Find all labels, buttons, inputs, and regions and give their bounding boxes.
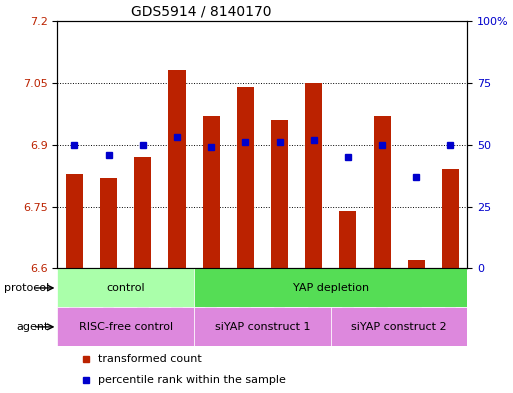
Text: RISC-free control: RISC-free control	[78, 322, 173, 332]
Text: transformed count: transformed count	[98, 354, 202, 364]
Bar	[168, 70, 186, 268]
Bar	[373, 116, 390, 268]
Bar	[66, 174, 83, 268]
Bar	[408, 260, 425, 268]
Text: agent: agent	[17, 322, 49, 332]
Bar	[57, 268, 194, 307]
Bar	[134, 157, 151, 268]
Bar	[203, 116, 220, 268]
Bar	[271, 120, 288, 268]
Bar	[57, 307, 194, 346]
Bar	[100, 178, 117, 268]
Bar	[331, 307, 467, 346]
Text: percentile rank within the sample: percentile rank within the sample	[98, 375, 286, 386]
Bar	[194, 307, 331, 346]
Text: YAP depletion: YAP depletion	[293, 283, 369, 293]
Text: GDS5914 / 8140170: GDS5914 / 8140170	[131, 4, 272, 18]
Bar	[237, 87, 254, 268]
Bar	[194, 268, 467, 307]
Text: protocol: protocol	[4, 283, 49, 293]
Bar	[305, 83, 322, 268]
Bar	[442, 169, 459, 268]
Text: control: control	[106, 283, 145, 293]
Text: siYAP construct 1: siYAP construct 1	[214, 322, 310, 332]
Text: siYAP construct 2: siYAP construct 2	[351, 322, 447, 332]
Bar	[339, 211, 357, 268]
